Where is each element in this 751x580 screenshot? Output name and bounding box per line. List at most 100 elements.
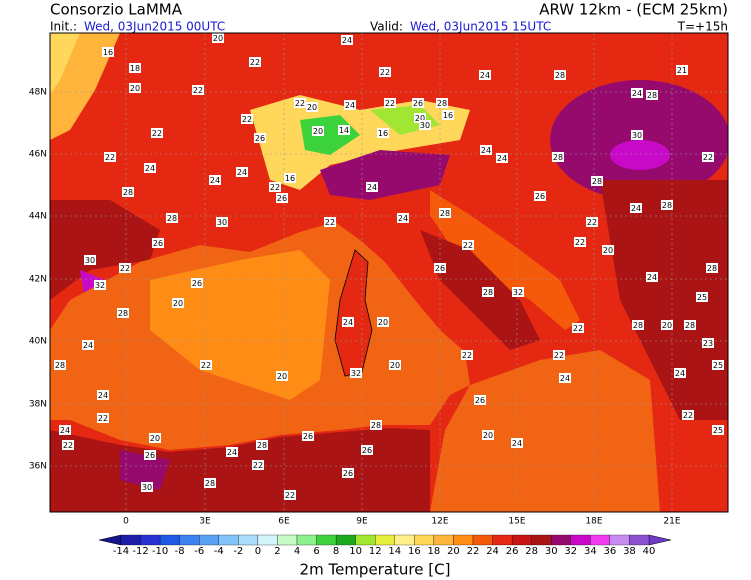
colorbar-label: 28 bbox=[525, 546, 538, 557]
point-value: 26 bbox=[362, 446, 372, 455]
lat-label: 38N bbox=[29, 400, 47, 410]
point-value: 16 bbox=[103, 48, 113, 57]
point-value: 24 bbox=[497, 154, 507, 163]
lon-label: 15E bbox=[508, 517, 525, 527]
point-box bbox=[350, 368, 362, 378]
point-value: 20 bbox=[662, 321, 672, 330]
point-value: 22 bbox=[242, 115, 252, 124]
colorbar-label: 16 bbox=[408, 546, 421, 557]
point-box bbox=[269, 182, 281, 192]
point-value: 22 bbox=[201, 361, 211, 370]
colorbar-label: 0 bbox=[255, 546, 261, 557]
point-box bbox=[122, 187, 134, 197]
point-box bbox=[379, 67, 391, 77]
point-box bbox=[151, 128, 163, 138]
point-value: 20 bbox=[150, 434, 160, 443]
point-box bbox=[661, 200, 673, 210]
point-box bbox=[129, 83, 141, 93]
point-box bbox=[129, 63, 141, 73]
colorbar-label: 30 bbox=[545, 546, 558, 557]
point-value: 16 bbox=[285, 174, 295, 183]
point-value: 25 bbox=[697, 293, 707, 302]
colorbar-label: 18 bbox=[428, 546, 441, 557]
point-value: 22 bbox=[98, 414, 108, 423]
point-value: 24 bbox=[343, 318, 353, 327]
point-value: 20 bbox=[277, 372, 287, 381]
colorbar-label: 22 bbox=[467, 546, 480, 557]
point-box bbox=[366, 182, 378, 192]
point-box bbox=[141, 482, 153, 492]
point-box bbox=[702, 152, 714, 162]
point-value: 32 bbox=[351, 369, 361, 378]
point-box bbox=[630, 203, 642, 213]
point-box bbox=[482, 287, 494, 297]
point-value: 24 bbox=[675, 369, 685, 378]
point-value: 20 bbox=[213, 34, 223, 43]
colorbar-box bbox=[179, 534, 200, 546]
point-box bbox=[572, 323, 584, 333]
colorbar-box bbox=[590, 534, 611, 546]
lat-label: 44N bbox=[29, 212, 47, 222]
colorbar-box bbox=[609, 534, 630, 546]
colorbar-label: -2 bbox=[233, 546, 243, 557]
colorbar-label: 8 bbox=[333, 546, 339, 557]
point-box bbox=[306, 102, 318, 112]
point-value: 22 bbox=[463, 241, 473, 250]
point-box bbox=[294, 98, 306, 108]
point-box bbox=[534, 191, 546, 201]
point-value: 30 bbox=[632, 131, 642, 140]
point-box bbox=[631, 130, 643, 140]
point-box bbox=[412, 98, 424, 108]
colorbar-label: 2 bbox=[274, 546, 280, 557]
point-value: 28 bbox=[437, 99, 447, 108]
point-value: 24 bbox=[342, 36, 352, 45]
point-value: 16 bbox=[443, 111, 453, 120]
map-frame bbox=[49, 32, 729, 513]
colorbar-box bbox=[414, 534, 435, 546]
colorbar-label: 32 bbox=[564, 546, 577, 557]
point-box bbox=[252, 460, 264, 470]
point-value: 24 bbox=[647, 273, 657, 282]
point-box bbox=[249, 57, 261, 67]
colorbar-over bbox=[648, 534, 672, 546]
point-value: 24 bbox=[632, 89, 642, 98]
point-box bbox=[384, 98, 396, 108]
point-value: 28 bbox=[662, 201, 672, 210]
colorbar-box bbox=[629, 534, 650, 546]
point-value: 22 bbox=[193, 86, 203, 95]
lat-label: 36N bbox=[29, 462, 47, 472]
colorbar-label: -4 bbox=[214, 546, 224, 557]
point-box bbox=[276, 193, 288, 203]
point-value: 24 bbox=[345, 101, 355, 110]
colorbar-box bbox=[140, 534, 161, 546]
colorbar-box bbox=[375, 534, 395, 546]
point-value: 22 bbox=[253, 461, 263, 470]
point-value: 28 bbox=[257, 441, 267, 450]
point-value: 28 bbox=[55, 361, 65, 370]
lon-label: 12E bbox=[431, 517, 448, 527]
lat-label: 48N bbox=[29, 88, 47, 98]
lon-label: 18E bbox=[585, 517, 602, 527]
point-box bbox=[342, 317, 354, 327]
point-box bbox=[117, 308, 129, 318]
colorbar-label: -10 bbox=[152, 546, 168, 557]
point-value: 20 bbox=[390, 361, 400, 370]
colorbar-box bbox=[120, 534, 141, 546]
point-value: 28 bbox=[205, 479, 215, 488]
colorbar-box bbox=[355, 534, 376, 546]
point-box bbox=[144, 163, 156, 173]
colorbar-box bbox=[453, 534, 474, 546]
point-value: 30 bbox=[217, 218, 227, 227]
point-box bbox=[94, 280, 106, 290]
point-box bbox=[632, 320, 644, 330]
colorbar-label: 4 bbox=[294, 546, 300, 557]
point-box bbox=[204, 478, 216, 488]
lon-label: 3E bbox=[199, 517, 211, 527]
point-box bbox=[236, 167, 248, 177]
point-box bbox=[442, 110, 454, 120]
point-value: 26 bbox=[435, 264, 445, 273]
point-box bbox=[511, 438, 523, 448]
point-value: 24 bbox=[227, 448, 237, 457]
